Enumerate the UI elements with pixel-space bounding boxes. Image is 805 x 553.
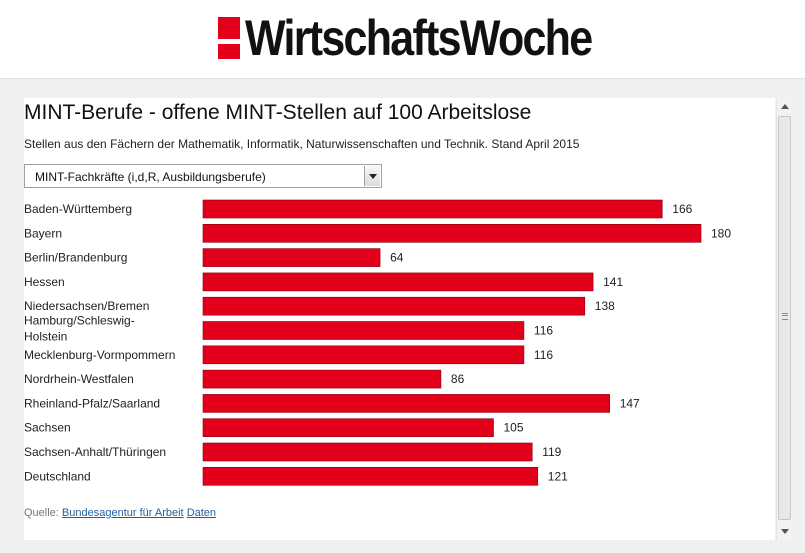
bar bbox=[202, 442, 533, 462]
value-label: 166 bbox=[672, 202, 692, 216]
logo-mark-gap bbox=[218, 39, 240, 44]
category-label: Bayern bbox=[24, 226, 62, 240]
chart-title: MINT-Berufe - offene MINT-Stellen auf 10… bbox=[24, 101, 532, 124]
category-label: Niedersachsen/Bremen bbox=[24, 299, 149, 313]
category-label: Hessen bbox=[24, 275, 65, 289]
value-label: 116 bbox=[534, 324, 553, 338]
logo-mark bbox=[218, 17, 240, 59]
bar bbox=[202, 199, 663, 219]
category-label: Mecklenburg-Vormpommern bbox=[24, 348, 175, 362]
category-label: Nordrhein-Westfalen bbox=[24, 372, 134, 386]
value-label: 180 bbox=[711, 226, 731, 240]
source-label: Quelle: bbox=[24, 507, 59, 519]
scroll-up-icon[interactable] bbox=[777, 98, 793, 114]
site-header: WirtschaftsWoche bbox=[0, 0, 805, 79]
logo: WirtschaftsWoche bbox=[245, 10, 593, 66]
grip-icon bbox=[782, 313, 788, 320]
scroll-thumb[interactable] bbox=[778, 116, 791, 520]
category-label: Berlin/Brandenburg bbox=[24, 251, 127, 265]
bar bbox=[202, 296, 586, 316]
bar bbox=[202, 418, 494, 438]
category-label: Deutschland bbox=[24, 469, 91, 483]
bar bbox=[202, 369, 442, 389]
value-label: 105 bbox=[504, 421, 524, 435]
category-label: Baden-Württemberg bbox=[24, 202, 132, 216]
value-label: 116 bbox=[534, 348, 553, 362]
bar bbox=[202, 466, 539, 486]
category-label: Sachsen-Anhalt/Thüringen bbox=[24, 445, 166, 459]
value-label: 64 bbox=[390, 251, 404, 265]
category-label: Rheinland-Pfalz/Saarland bbox=[24, 396, 160, 410]
vertical-scrollbar[interactable] bbox=[776, 98, 793, 540]
category-dropdown-value: MINT-Fachkräfte (i,d,R, Ausbildungsberuf… bbox=[35, 170, 266, 184]
value-label: 119 bbox=[542, 445, 561, 459]
scroll-down-icon[interactable] bbox=[777, 524, 793, 540]
value-label: 138 bbox=[595, 299, 615, 313]
category-label: Sachsen bbox=[24, 421, 71, 435]
category-label: Hamburg/Schleswig-Holstein bbox=[24, 314, 135, 344]
value-label: 86 bbox=[451, 372, 465, 386]
value-label: 121 bbox=[548, 469, 568, 483]
bar bbox=[202, 272, 594, 292]
data-link[interactable]: Daten bbox=[186, 507, 217, 519]
bar bbox=[202, 345, 525, 365]
chart-subtitle: Stellen aus den Fächern der Mathematik, … bbox=[24, 137, 580, 151]
value-label: 147 bbox=[620, 396, 640, 410]
bar bbox=[202, 394, 611, 413]
category-dropdown[interactable]: MINT-Fachkräfte (i,d,R, Ausbildungsberuf… bbox=[24, 164, 382, 188]
bar bbox=[202, 224, 702, 243]
source-line: Quelle: Bundesagentur für Arbeit Daten bbox=[24, 507, 216, 519]
bar bbox=[202, 321, 525, 340]
bar bbox=[202, 248, 381, 267]
value-label: 141 bbox=[603, 275, 623, 289]
source-link[interactable]: Bundesagentur für Arbeit bbox=[61, 507, 184, 519]
chevron-down-icon[interactable] bbox=[364, 166, 380, 186]
